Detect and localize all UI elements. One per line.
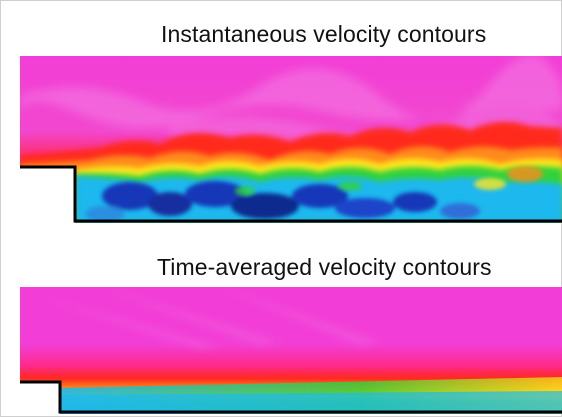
step-wall	[20, 165, 562, 223]
step-wall	[20, 380, 562, 414]
time-averaged-contour-plot	[20, 287, 562, 414]
instantaneous-title: Instantaneous velocity contours	[161, 21, 487, 47]
instantaneous-contour-plot	[20, 56, 562, 223]
time-averaged-title: Time-averaged velocity contours	[157, 254, 492, 280]
